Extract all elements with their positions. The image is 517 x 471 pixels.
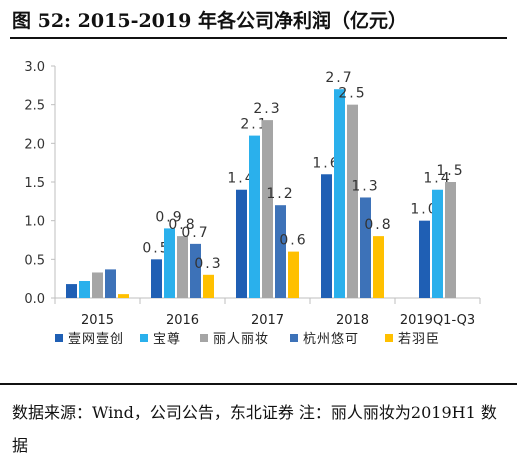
net-profit-chart: 0.00.51.01.52.02.53.020150.50.90.80.70.3… xyxy=(24,60,481,347)
legend-swatch xyxy=(290,334,298,342)
y-tick-label: 2.5 xyxy=(24,99,45,114)
data-label: 0.3 xyxy=(194,256,222,272)
bar xyxy=(236,189,247,298)
bar xyxy=(92,272,103,298)
bar xyxy=(419,220,430,298)
legend-swatch xyxy=(385,334,393,342)
bar xyxy=(334,89,345,298)
legend-label: 壹网壹创 xyxy=(68,332,124,347)
bar xyxy=(118,294,129,298)
legend-swatch xyxy=(200,334,208,342)
bar xyxy=(79,280,90,298)
data-label: 2.3 xyxy=(253,101,281,117)
data-label: 1.6 xyxy=(312,155,340,171)
bar xyxy=(288,251,299,298)
source-rule xyxy=(0,383,517,385)
y-tick-label: 1.0 xyxy=(24,215,45,230)
bar xyxy=(164,228,175,298)
data-label: 0.7 xyxy=(181,225,209,241)
data-label: 1.4 xyxy=(423,171,451,187)
bar xyxy=(177,236,188,298)
x-tick-label: 2019Q1-Q3 xyxy=(400,313,475,328)
x-tick-label: 2016 xyxy=(166,313,199,328)
y-tick-label: 0.0 xyxy=(24,292,45,307)
data-label: 2.5 xyxy=(338,86,366,102)
bar xyxy=(249,135,260,298)
bar xyxy=(360,197,371,298)
y-tick-label: 0.5 xyxy=(24,253,45,268)
bar xyxy=(445,182,456,298)
data-label: 0.6 xyxy=(279,233,307,249)
bar xyxy=(190,243,201,298)
bar xyxy=(262,120,273,298)
data-label: 1.0 xyxy=(410,202,438,218)
y-tick-label: 3.0 xyxy=(24,60,45,75)
y-tick-label: 1.5 xyxy=(24,176,45,191)
x-tick-label: 2015 xyxy=(81,313,114,328)
x-tick-label: 2018 xyxy=(336,313,369,328)
x-tick-label: 2017 xyxy=(251,313,284,328)
data-label: 2.7 xyxy=(325,70,353,86)
data-label: 1.5 xyxy=(436,163,464,179)
y-tick-label: 2.0 xyxy=(24,137,45,152)
data-label: 0.8 xyxy=(168,217,196,233)
legend-label: 宝尊 xyxy=(153,331,181,347)
bar xyxy=(373,236,384,298)
data-label: 2.1 xyxy=(240,117,268,133)
bar xyxy=(275,205,286,298)
bar xyxy=(347,104,358,299)
data-label: 1.4 xyxy=(227,171,255,187)
bar xyxy=(105,269,116,298)
data-label: 1.3 xyxy=(351,178,379,194)
figure-title: 图 52: 2015-2019 年各公司净利润（亿元） xyxy=(12,10,407,32)
source-note: 数据来源：Wind，公司公告，东北证券 注：丽人丽妆为2019H1 数据 xyxy=(12,403,497,455)
data-label: 0.8 xyxy=(364,217,392,233)
legend-swatch xyxy=(140,334,148,342)
bar xyxy=(66,284,77,298)
data-label: 0.5 xyxy=(142,240,170,256)
legend-swatch xyxy=(55,334,63,342)
bar xyxy=(432,189,443,298)
bar xyxy=(151,259,162,298)
title-rule xyxy=(10,37,507,39)
legend-label: 丽人丽妆 xyxy=(213,332,269,347)
data-label: 1.2 xyxy=(266,186,294,202)
data-label: 0.9 xyxy=(155,209,183,225)
bar xyxy=(321,174,332,298)
bar xyxy=(203,274,214,298)
legend-label: 若羽臣 xyxy=(398,331,440,347)
legend-label: 杭州悠可 xyxy=(303,332,359,347)
